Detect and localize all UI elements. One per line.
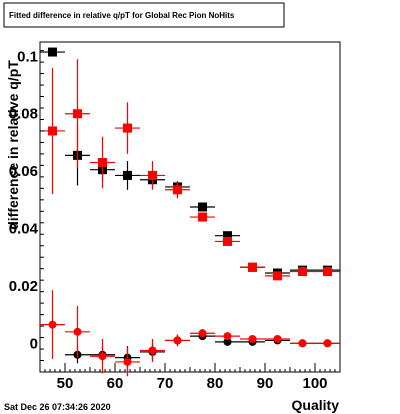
x-axis-title: Quality (292, 397, 340, 413)
data-point-square (48, 47, 57, 57)
series-0 (40, 47, 340, 278)
data-point-circle (298, 339, 307, 348)
data-point-circle (198, 329, 207, 338)
title-box: Fitted difference in relative q/pT for G… (3, 2, 285, 28)
series-1 (40, 59, 340, 281)
data-point-circle (273, 335, 282, 343)
data-point-square (323, 267, 332, 277)
data-point-square (123, 123, 132, 133)
data-point-square (248, 262, 257, 272)
data-point-square (98, 158, 107, 168)
plot-marks (40, 47, 340, 377)
data-point-square (123, 170, 132, 180)
data-point-square (298, 267, 307, 277)
data-point-square (223, 236, 232, 246)
y-tick-label: 0 (30, 335, 38, 352)
data-point-square (73, 109, 82, 119)
data-point-square (273, 271, 282, 281)
data-point-square (48, 126, 57, 136)
series-3 (40, 290, 340, 377)
data-point-circle (98, 352, 107, 361)
data-point-circle (148, 346, 157, 355)
data-point-circle (48, 320, 57, 329)
x-tick-label: 50 (57, 375, 74, 392)
data-point-circle (248, 335, 257, 343)
data-point-circle (223, 337, 232, 346)
y-axis: 0 0.02 0.04 0.06 0.08 0.1 (9, 48, 44, 373)
footer-timestamp: Sat Dec 26 07:34:26 2020 (4, 402, 111, 412)
y-tick-label: 0.1 (17, 48, 38, 65)
y-tick-label: 0.04 (9, 221, 39, 238)
y-tick-label: 0.02 (9, 278, 38, 295)
chart-title: Fitted difference in relative q/pT for G… (9, 11, 235, 20)
data-point-circle (173, 336, 182, 345)
data-point-square (198, 212, 207, 222)
x-tick-label: 100 (302, 375, 327, 392)
data-point-square (223, 231, 232, 241)
x-axis: 50 60 70 80 90 100 (39, 363, 341, 392)
data-point-circle (123, 357, 132, 366)
x-tick-label: 90 (257, 375, 274, 392)
series-2 (65, 332, 340, 370)
data-point-square (148, 170, 157, 180)
x-tick-label: 80 (207, 375, 224, 392)
x-tick-label: 60 (107, 375, 124, 392)
x-tick-label: 70 (157, 375, 174, 392)
data-point-circle (323, 339, 332, 348)
data-point-circle (73, 327, 82, 336)
data-point-square (173, 185, 182, 195)
y-tick-label: 0.08 (9, 106, 38, 123)
y-tick-label: 0.06 (9, 163, 38, 180)
data-point-circle (223, 332, 232, 341)
data-point-square (198, 202, 207, 212)
y-axis-title: difference in relative q/pT (5, 60, 21, 230)
